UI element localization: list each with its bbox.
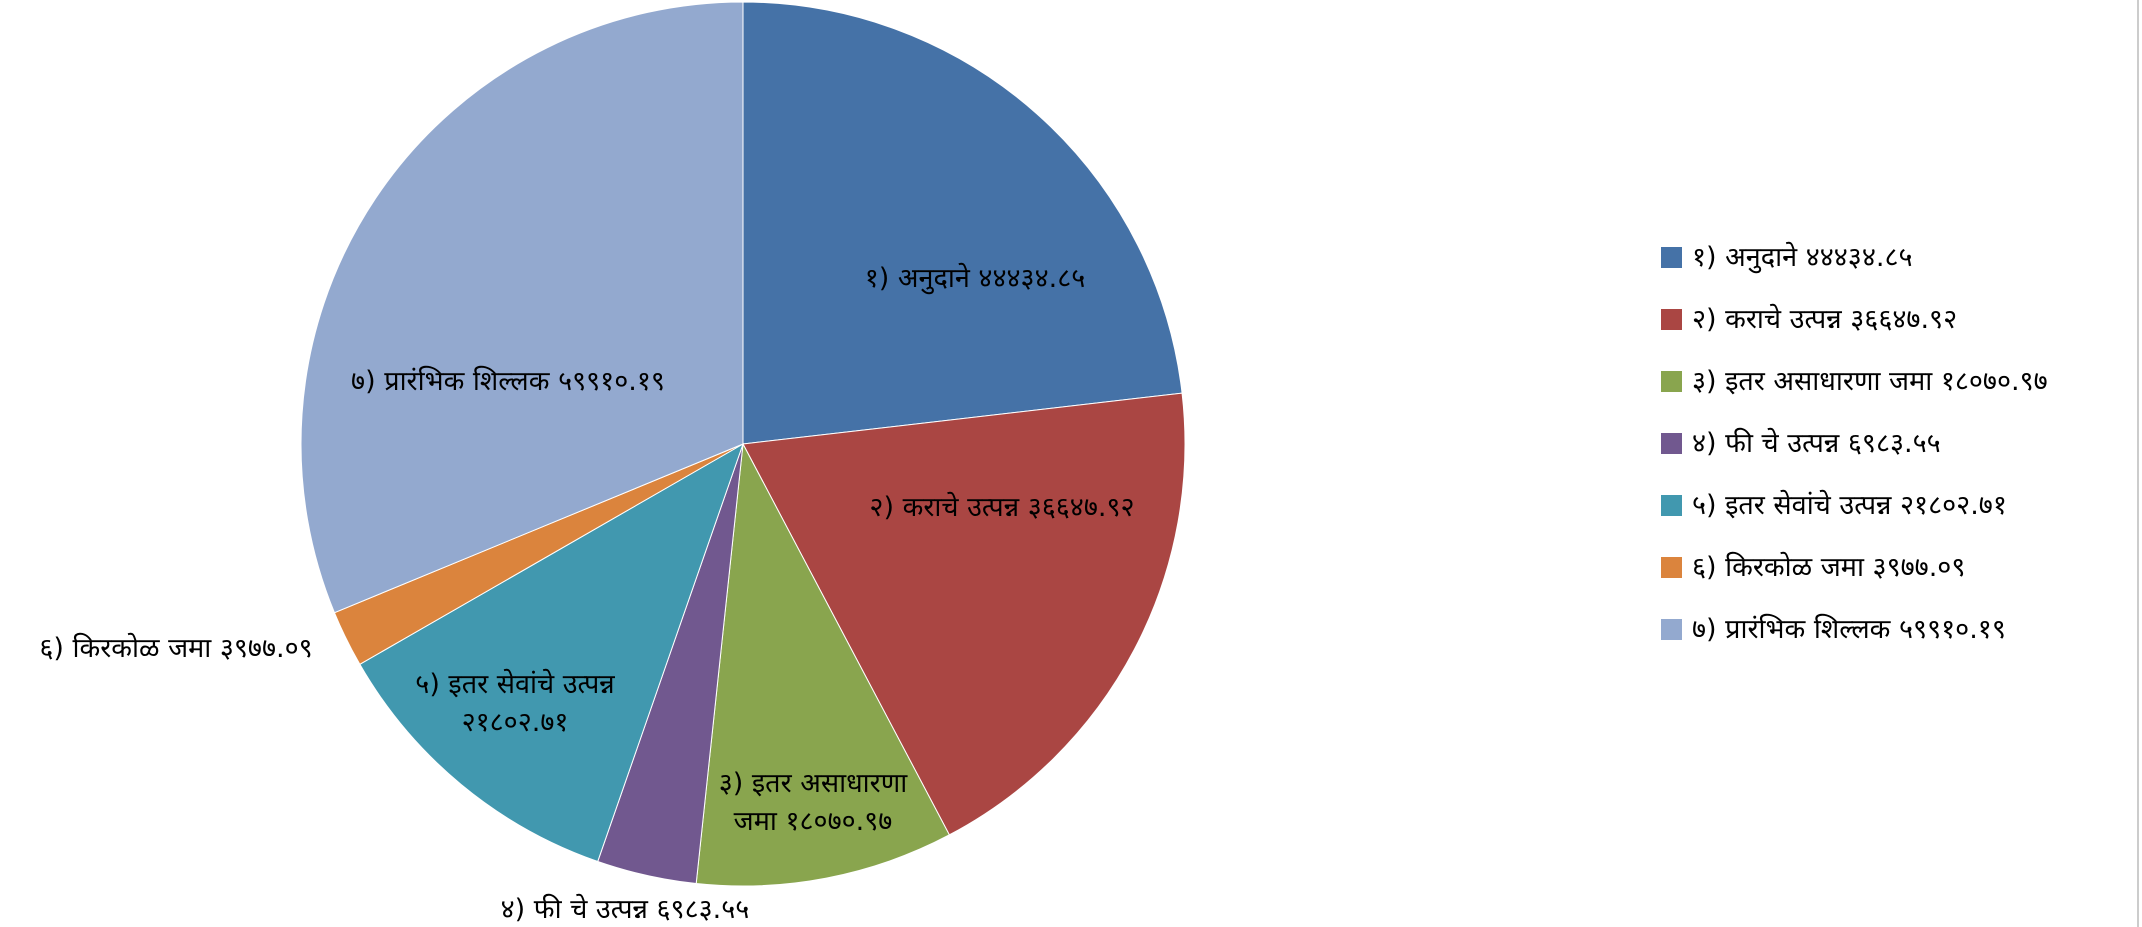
legend-label: ५) इतर सेवांचे उत्पन्न २१८०२.७१ — [1692, 489, 2007, 521]
legend-swatch — [1661, 247, 1682, 268]
pie-slice — [742, 392, 1186, 836]
legend-category: ४) फी चे उत्पन्न — [1692, 427, 1840, 459]
slice-label: ७) प्रारंभिक शिल्लक ५९९१०.१९ — [258, 363, 758, 401]
legend-category: ७) प्रारंभिक शिल्लक — [1692, 613, 1892, 645]
legend-label: २) कराचे उत्पन्न ३६६४७.९२ — [1692, 303, 1957, 335]
slice-label: ५) इतर सेवांचे उत्पन्न २१८०२.७१ — [385, 666, 645, 742]
slice-label-category: १) अनुदाने — [864, 263, 970, 294]
pie-slice — [300, 1, 744, 614]
slice-label-category: ६) किरकोळ जमा — [39, 633, 212, 664]
slice-label-value: १८०७०.९७ — [785, 806, 893, 837]
legend-value: २१८०२.७१ — [1900, 490, 2007, 521]
legend-swatch — [1661, 557, 1682, 578]
pie-slice — [742, 1, 1183, 445]
slice-label: ३) इतर असाधारणा जमा १८०७०.९७ — [713, 765, 913, 841]
legend-value: १८०७०.९७ — [1941, 366, 2048, 397]
slice-label-category: २) कराचे उत्पन्न — [869, 492, 1020, 523]
slice-label-value: ३६६४७.९२ — [1027, 492, 1135, 523]
slice-label-value: ५९९१०.१९ — [558, 366, 665, 397]
slice-label-category: ७) प्रारंभिक शिल्लक — [351, 366, 550, 397]
legend-swatch — [1661, 371, 1682, 392]
slice-label-category: ५) इतर सेवांचे उत्पन्न — [415, 669, 615, 700]
legend-swatch — [1661, 619, 1682, 640]
legend-value: ३९७७.०९ — [1873, 552, 1966, 583]
legend-swatch — [1661, 495, 1682, 516]
legend-category: १) अनुदाने — [1692, 241, 1798, 274]
slice-label: ४) फी चे उत्पन्न ६९८३.५५ — [375, 891, 875, 927]
legend-label: ४) फी चे उत्पन्न ६९८३.५५ — [1692, 427, 1941, 459]
pie-slice — [695, 442, 951, 887]
slice-label-value: ३९७७.०९ — [219, 633, 313, 664]
legend-label: ६) किरकोळ जमा ३९७७.०९ — [1692, 551, 1965, 583]
legend-value: ४४४३४.८५ — [1806, 242, 1913, 273]
legend-swatch — [1661, 433, 1682, 454]
legend-label: १) अनुदाने ४४४३४.८५ — [1692, 241, 1913, 274]
legend-category: २) कराचे उत्पन्न — [1692, 303, 1842, 335]
pie-slice — [359, 442, 744, 863]
slice-label: २) कराचे उत्पन्न ३६६४७.९२ — [752, 489, 1252, 527]
slice-label: ६) किरकोळ जमा ३९७७.०९ — [0, 630, 426, 668]
legend-swatch — [1661, 309, 1682, 330]
legend-value: ३६६४७.९२ — [1850, 304, 1957, 335]
legend-label: ३) इतर असाधारणा जमा १८०७०.९७ — [1692, 366, 2048, 397]
legend-category: ५) इतर सेवांचे उत्पन्न — [1692, 489, 1892, 521]
slice-label-value: ६९८३.५५ — [656, 894, 750, 925]
slice-label-category: ४) फी चे उत्पन्न — [500, 894, 648, 925]
legend-label: ७) प्रारंभिक शिल्लक ५९९१०.१९ — [1692, 613, 2006, 645]
slice-label-value: ४४४३४.८५ — [978, 263, 1086, 294]
slice-label-value: २१८०२.७१ — [461, 707, 569, 738]
slice-label-category: ३) इतर असाधारणा जमा — [718, 768, 908, 837]
slice-label: १) अनुदाने ४४४३४.८५ — [725, 260, 1225, 298]
legend-value: ६९८३.५५ — [1848, 428, 1941, 459]
legend-category: ६) किरकोळ जमा — [1692, 551, 1865, 583]
legend-category: ३) इतर असाधारणा जमा — [1692, 366, 1933, 397]
legend-value: ५९९१०.१९ — [1899, 614, 2006, 645]
